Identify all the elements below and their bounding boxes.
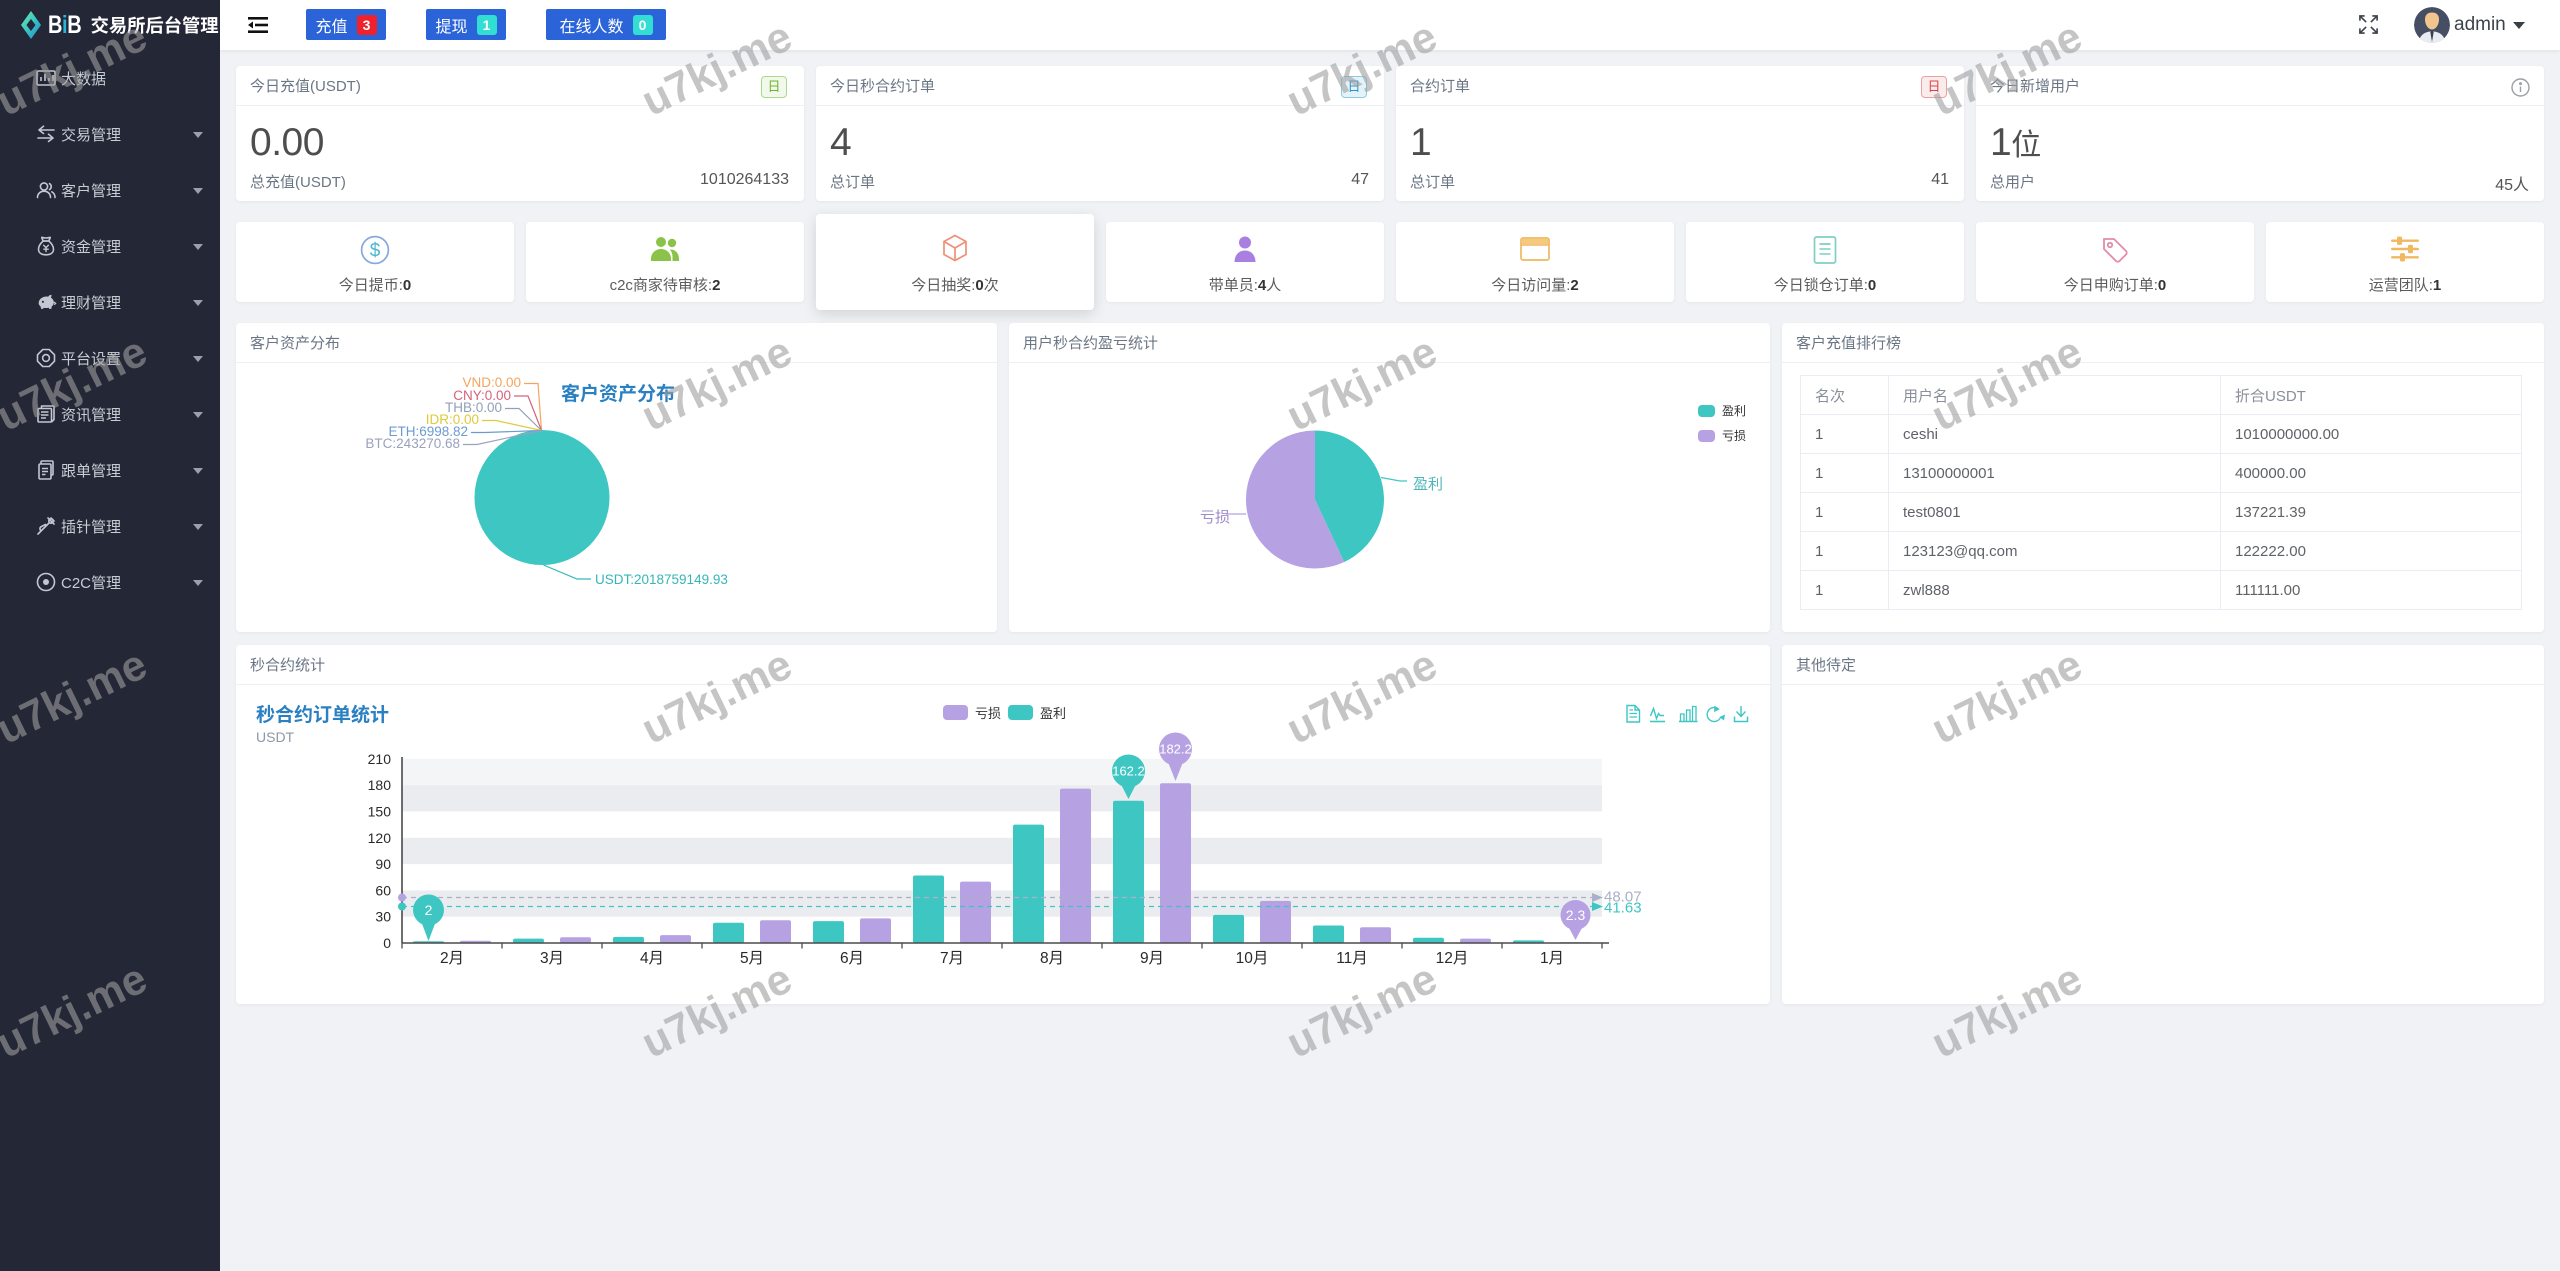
svg-text:7月: 7月 (940, 950, 964, 967)
svg-text:12月: 12月 (1436, 950, 1469, 967)
svg-text:3月: 3月 (540, 950, 564, 967)
svg-text:162.2: 162.2 (1112, 764, 1145, 779)
svg-text:2月: 2月 (440, 950, 464, 967)
svg-text:6月: 6月 (840, 950, 864, 967)
svg-text:8月: 8月 (1040, 950, 1064, 967)
svg-text:1月: 1月 (1540, 950, 1564, 967)
svg-text:182.2: 182.2 (1159, 742, 1192, 757)
svg-text:30: 30 (375, 909, 391, 925)
svg-text:150: 150 (368, 803, 392, 819)
svg-text:120: 120 (368, 830, 392, 846)
svg-text:0: 0 (383, 935, 391, 951)
svg-text:48.07: 48.07 (1604, 889, 1642, 906)
svg-text:10月: 10月 (1236, 950, 1269, 967)
svg-text:2.3: 2.3 (1566, 907, 1586, 923)
svg-text:4月: 4月 (640, 950, 664, 967)
svg-text:2: 2 (425, 902, 433, 918)
svg-text:$: $ (370, 241, 381, 262)
svg-text:210: 210 (368, 751, 392, 767)
svg-text:60: 60 (375, 882, 391, 898)
svg-text:11月: 11月 (1336, 950, 1368, 967)
svg-text:180: 180 (368, 777, 392, 793)
svg-text:90: 90 (375, 856, 391, 872)
svg-text:41.63: 41.63 (1604, 900, 1642, 917)
svg-text:5月: 5月 (740, 950, 764, 967)
svg-text:9月: 9月 (1140, 950, 1164, 967)
